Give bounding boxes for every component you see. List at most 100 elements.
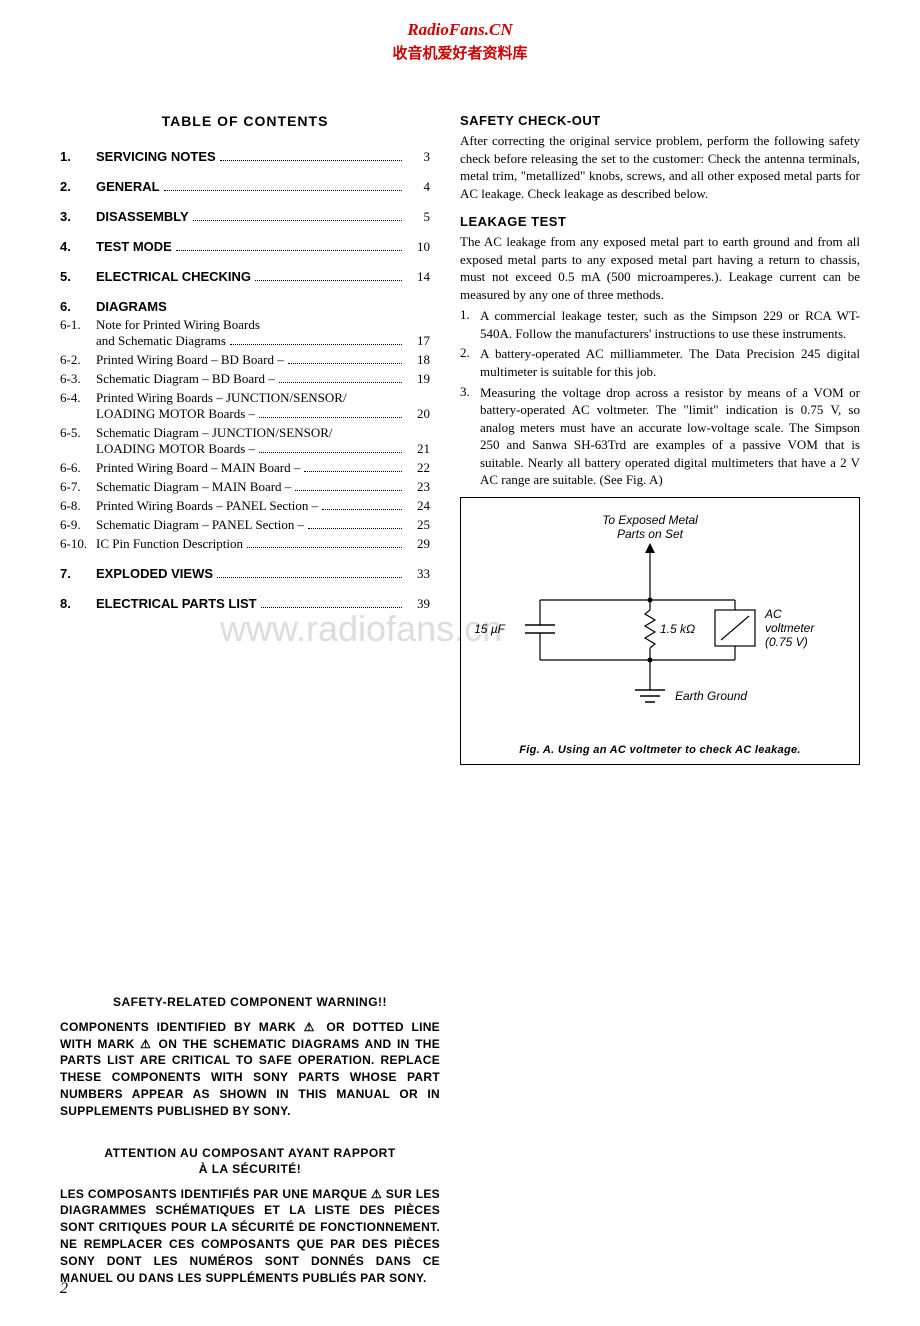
toc-sub-label: Schematic Diagram – BD Board – <box>96 371 275 387</box>
toc-dots <box>217 577 402 578</box>
toc-page: 4 <box>406 179 430 195</box>
toc-num: 1. <box>60 149 96 164</box>
warning-fr-body: LES COMPOSANTS IDENTIFIÉS PAR UNE MARQUE… <box>60 1186 440 1287</box>
warning-fr-title1: ATTENTION AU COMPOSANT AYANT RAPPORT <box>60 1146 440 1160</box>
safety-warning-fr: ATTENTION AU COMPOSANT AYANT RAPPORT À L… <box>60 1146 440 1287</box>
header-subtitle: 收音机爱好者资料库 <box>60 42 860 63</box>
toc-label: SERVICING NOTES <box>96 149 216 164</box>
toc-sub-row: 6-9.Schematic Diagram – PANEL Section –2… <box>60 517 430 533</box>
toc-main-row: 3.DISASSEMBLY 5 <box>60 209 430 225</box>
toc-dots <box>230 344 402 345</box>
toc-page: 23 <box>406 479 430 495</box>
toc-num: 3. <box>60 209 96 224</box>
toc-sub-label: Printed Wiring Boards – JUNCTION/SENSOR/ <box>96 390 347 406</box>
toc-sub-row: 6-2.Printed Wiring Board – BD Board – 18 <box>60 352 430 368</box>
fig-volt-label3: (0.75 V) <box>765 635 808 649</box>
fig-ground-label: Earth Ground <box>675 689 747 703</box>
toc-page: 20 <box>406 406 430 422</box>
toc-page: 14 <box>406 269 430 285</box>
fig-res-label: 1.5 kΩ <box>660 622 695 636</box>
toc-num: 6. <box>60 299 96 314</box>
toc-label: DISASSEMBLY <box>96 209 189 224</box>
fig-volt-label2: voltmeter <box>765 621 815 635</box>
toc-sub-num: 6-9. <box>60 517 96 533</box>
toc-sub-num: 6-5. <box>60 425 96 441</box>
toc-page: 3 <box>406 149 430 165</box>
fig-top-label2: Parts on Set <box>617 527 684 541</box>
safety-warning-en: SAFETY-RELATED COMPONENT WARNING!! COMPO… <box>60 995 440 1120</box>
toc-sub-num: 6-7. <box>60 479 96 495</box>
toc-main-row: 1.SERVICING NOTES 3 <box>60 149 430 165</box>
toc-sub-num: 6-1. <box>60 317 96 333</box>
toc-sub-num: 6-2. <box>60 352 96 368</box>
toc-dots <box>261 607 402 608</box>
toc-num: 5. <box>60 269 96 284</box>
toc-dots <box>259 452 402 453</box>
toc-sub-label: IC Pin Function Description <box>96 536 243 552</box>
leakage-list: 1.A commercial leakage tester, such as t… <box>460 307 860 488</box>
page-header: RadioFans.CN 收音机爱好者资料库 <box>60 20 860 63</box>
toc-dots <box>176 250 402 251</box>
toc-page: 21 <box>406 441 430 457</box>
toc-num: 4. <box>60 239 96 254</box>
list-item-text: A commercial leakage tester, such as the… <box>480 307 860 342</box>
toc-label: ELECTRICAL CHECKING <box>96 269 251 284</box>
toc-sub-label: LOADING MOTOR Boards – <box>96 441 255 457</box>
warning-en-title: SAFETY-RELATED COMPONENT WARNING!! <box>60 995 440 1009</box>
list-item-text: A battery-operated AC milliammeter. The … <box>480 345 860 380</box>
fig-cap-label: 0.15 µF <box>475 622 506 636</box>
toc-sub-label: and Schematic Diagrams <box>96 333 226 349</box>
warning-fr-title2: À LA SÉCURITÉ! <box>60 1162 440 1176</box>
leakage-test-heading: LEAKAGE TEST <box>460 214 860 229</box>
fig-volt-label1: AC <box>764 607 782 621</box>
toc-label: DIAGRAMS <box>96 299 167 314</box>
list-item: 1.A commercial leakage tester, such as t… <box>460 307 860 342</box>
toc-label: TEST MODE <box>96 239 172 254</box>
toc-label: ELECTRICAL PARTS LIST <box>96 596 257 611</box>
toc-main-row: 2.GENERAL4 <box>60 179 430 195</box>
toc-page: 10 <box>406 239 430 255</box>
toc-dots <box>259 417 402 418</box>
toc-dots <box>295 490 402 491</box>
warning-en-body: COMPONENTS IDENTIFIED BY MARK ⚠ OR DOTTE… <box>60 1019 440 1120</box>
toc-sub-row: LOADING MOTOR Boards – 21 <box>60 441 430 457</box>
toc-page: 18 <box>406 352 430 368</box>
toc-dots <box>279 382 402 383</box>
toc-label: EXPLODED VIEWS <box>96 566 213 581</box>
toc-page: 22 <box>406 460 430 476</box>
toc-page: 33 <box>406 566 430 582</box>
list-item-text: Measuring the voltage drop across a resi… <box>480 384 860 489</box>
toc-main-row: 4.TEST MODE 10 <box>60 239 430 255</box>
toc-label: GENERAL <box>96 179 160 194</box>
toc-sub-label: LOADING MOTOR Boards – <box>96 406 255 422</box>
toc-sub-num: 6-6. <box>60 460 96 476</box>
toc-dots <box>288 363 402 364</box>
toc-num: 7. <box>60 566 96 581</box>
toc-sub-row: LOADING MOTOR Boards – 20 <box>60 406 430 422</box>
toc-page: 19 <box>406 371 430 387</box>
safety-checkout-body: After correcting the original service pr… <box>460 132 860 202</box>
toc-sub-label: Schematic Diagram – MAIN Board – <box>96 479 291 495</box>
toc-sub-num: 6-10. <box>60 536 96 552</box>
toc-dots <box>308 528 402 529</box>
list-item: 3.Measuring the voltage drop across a re… <box>460 384 860 489</box>
circuit-diagram: To Exposed Metal Parts on Set 0.15 µF <box>475 510 825 730</box>
toc-num: 8. <box>60 596 96 611</box>
toc-sub-row: 6-6.Printed Wiring Board – MAIN Board –2… <box>60 460 430 476</box>
figure-a: To Exposed Metal Parts on Set 0.15 µF <box>460 497 860 765</box>
toc-dots <box>220 160 402 161</box>
toc-dots <box>255 280 402 281</box>
toc-dots <box>247 547 402 548</box>
figure-caption: Fig. A. Using an AC voltmeter to check A… <box>475 744 845 756</box>
toc-sub-label: Printed Wiring Board – BD Board – <box>96 352 284 368</box>
toc-sub-row: 6-4.Printed Wiring Boards – JUNCTION/SEN… <box>60 390 430 406</box>
toc-sub-num: 6-4. <box>60 390 96 406</box>
toc-page: 5 <box>406 209 430 225</box>
list-item: 2.A battery-operated AC milliammeter. Th… <box>460 345 860 380</box>
toc-dots <box>193 220 402 221</box>
toc-main-row: 5.ELECTRICAL CHECKING 14 <box>60 269 430 285</box>
toc-dots <box>164 190 402 191</box>
fig-top-label1: To Exposed Metal <box>602 513 698 527</box>
toc-page: 39 <box>406 596 430 612</box>
toc-section-6: 6. DIAGRAMS <box>60 299 430 314</box>
